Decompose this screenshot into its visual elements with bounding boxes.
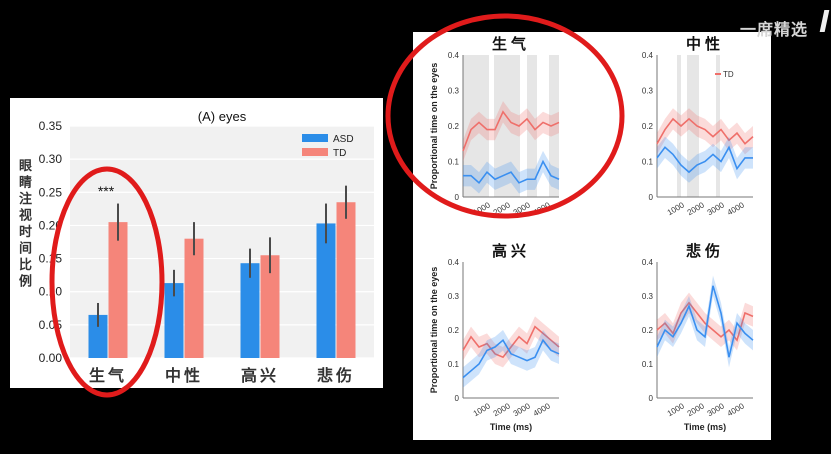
- ytick-3-0: 0: [455, 394, 460, 403]
- ytick-4-0.1: 0.1: [642, 360, 654, 369]
- ytick-3-0.4: 0.4: [448, 258, 460, 267]
- line-td-4: [656, 301, 754, 342]
- band-asd-3: [463, 330, 559, 388]
- ytick-3-0.1: 0.1: [448, 360, 460, 369]
- bar-legend: ASD TD: [302, 134, 354, 159]
- ytick-4-0: 0: [649, 394, 654, 403]
- highlight-ellipse-left: [49, 166, 165, 398]
- bar-td-0: [108, 222, 128, 358]
- bar-ytick-0.25: 0.25: [39, 185, 63, 199]
- bar-asd-3: [316, 223, 336, 358]
- bar-chart-title: (A) eyes: [198, 109, 247, 124]
- bar-td-1: [184, 238, 204, 358]
- band-td-2: [657, 108, 753, 155]
- shaded-region-2-0: [677, 55, 681, 197]
- line-chart-xlabel-3: Time (ms): [490, 422, 532, 432]
- line-td-2: [656, 117, 754, 145]
- legend-label-asd: ASD: [333, 134, 354, 145]
- bar-x-tick-labels: 生气 中性 高兴 悲伤: [89, 366, 355, 385]
- line-asd-2: [656, 145, 753, 174]
- bar-td-2: [260, 255, 280, 358]
- legend-label-td: TD: [333, 148, 346, 159]
- bar-chart-ylabel: 眼睛注视时间比例: [19, 159, 33, 290]
- bar-marks: [88, 185, 356, 358]
- line-td-1: [462, 110, 560, 152]
- bar-asd-0: [88, 314, 108, 358]
- bar-ytick-0.00: 0.00: [39, 351, 63, 365]
- line-asd-3: [462, 338, 560, 379]
- line-asd-4: [656, 285, 754, 358]
- ytick-4-0.2: 0.2: [642, 326, 654, 335]
- ytick-4-0.4: 0.4: [642, 258, 654, 267]
- bar-asd-1: [164, 283, 184, 358]
- ytick-1-0.2: 0.2: [448, 122, 460, 131]
- band-asd-4: [657, 275, 753, 368]
- legend-label-2-0: TD: [723, 70, 734, 79]
- shaded-region-1-3: [549, 55, 559, 197]
- ytick-2-0: 0: [649, 193, 654, 202]
- legend-swatch-td: [302, 148, 328, 156]
- line-chart-ylabel-3: Proportional time on the eyes: [429, 267, 439, 394]
- shaded-region-2-1: [687, 55, 699, 197]
- ytick-2-0.1: 0.1: [642, 158, 654, 167]
- band-td-3: [463, 316, 559, 368]
- bar-xtick-1: 中性: [165, 366, 203, 385]
- line-chart-title-2: 中性: [686, 35, 724, 53]
- ytick-1-0.4: 0.4: [448, 51, 460, 60]
- bar-xtick-0: 生气: [89, 366, 127, 385]
- ytick-1-0.3: 0.3: [448, 87, 460, 96]
- line-chart-title-1: 生气: [492, 35, 530, 53]
- watermark: 一席精选: [740, 20, 809, 39]
- ytick-3-0.3: 0.3: [448, 292, 460, 301]
- highlight-ellipse-right: [385, 13, 625, 219]
- ytick-2-0.3: 0.3: [642, 87, 654, 96]
- ytick-1-0: 0: [455, 193, 460, 202]
- line-asd-1: [463, 159, 560, 184]
- line-chart-xlabel-4: Time (ms): [684, 422, 726, 432]
- bar-ytick-0.35: 0.35: [39, 119, 63, 133]
- bar-ytick-0.15: 0.15: [39, 252, 63, 266]
- legend-swatch-asd: [302, 134, 328, 142]
- line-chart-ylabel-1: Proportional time on the eyes: [429, 63, 439, 190]
- significance-marker: ***: [98, 183, 115, 199]
- ytick-2-0.4: 0.4: [642, 51, 654, 60]
- band-td-1: [463, 101, 559, 162]
- line-chart-title-4: 悲伤: [686, 242, 724, 260]
- ytick-2-0.2: 0.2: [642, 122, 654, 131]
- ytick-4-0.3: 0.3: [642, 292, 654, 301]
- bar-xtick-3: 悲伤: [317, 366, 355, 385]
- ytick-1-0.1: 0.1: [448, 158, 460, 167]
- bar-xtick-2: 高兴: [241, 366, 279, 385]
- bar-td-3: [336, 202, 356, 358]
- line-chart-title-3: 高兴: [492, 242, 530, 260]
- shaded-region-2-2: [716, 55, 720, 197]
- bar-ytick-0.30: 0.30: [39, 152, 63, 166]
- ytick-3-0.2: 0.2: [448, 326, 460, 335]
- line-td-3: [462, 325, 560, 359]
- bar-asd-2: [240, 263, 260, 358]
- band-td-4: [657, 292, 753, 351]
